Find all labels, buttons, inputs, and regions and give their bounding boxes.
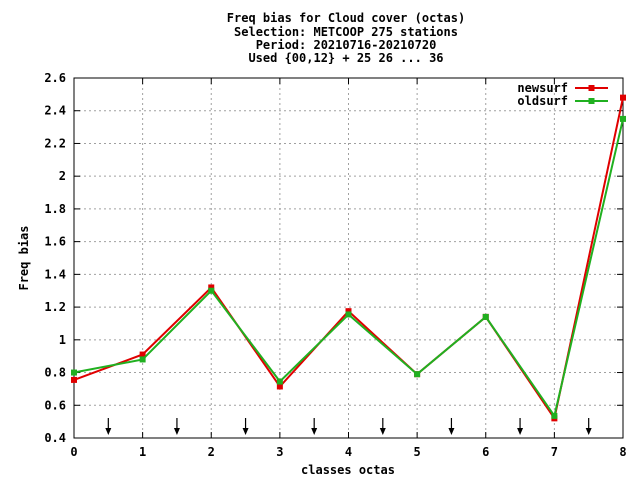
y-tick-label: 0.6 [44, 398, 66, 412]
y-axis-label: Freq bias [17, 225, 31, 290]
arrow-markers [105, 418, 592, 435]
x-tick-label: 4 [345, 445, 352, 459]
arrow-head [448, 428, 455, 435]
arrow-head [517, 428, 524, 435]
series-oldsurf [71, 115, 626, 419]
y-tick-label: 1 [59, 333, 66, 347]
arrow-head [242, 428, 249, 435]
legend-label: oldsurf [517, 94, 568, 108]
data-point-newsurf [620, 94, 626, 101]
data-point-oldsurf [71, 369, 77, 376]
title-line-4: Used {00,12} + 25 26 ... 36 [248, 51, 443, 65]
y-tick-label: 1.4 [44, 267, 66, 281]
arrow-marker [311, 418, 318, 435]
y-tick-label: 2.6 [44, 71, 66, 85]
legend-entry-newsurf: newsurf [517, 81, 608, 95]
y-tick-label: 0.8 [44, 366, 66, 380]
data-point-oldsurf [551, 412, 558, 419]
data-point-oldsurf [208, 287, 215, 294]
y-tick-label: 2.4 [44, 104, 66, 118]
arrow-marker [105, 418, 112, 435]
x-tick-label: 2 [208, 445, 215, 459]
legend-marker [588, 85, 595, 91]
legend-entry-oldsurf: oldsurf [517, 94, 608, 108]
arrow-marker [173, 418, 180, 435]
data-point-newsurf [139, 351, 146, 358]
grid [74, 78, 623, 438]
arrow-head [311, 428, 318, 435]
y-tick-label: 1.8 [44, 202, 66, 216]
legend-label: newsurf [517, 81, 568, 95]
series [71, 94, 626, 422]
y-tick-label: 2.2 [44, 136, 66, 150]
arrow-marker [448, 418, 455, 435]
x-tick-label: 0 [70, 445, 77, 459]
arrow-marker [585, 418, 592, 435]
title-line-2: Selection: METCOOP 275 stations [234, 25, 458, 39]
data-point-newsurf [345, 308, 352, 315]
y-tick-label: 2 [59, 169, 66, 183]
x-tick-label: 8 [619, 445, 626, 459]
data-point-newsurf [276, 383, 283, 390]
legend-marker [588, 98, 595, 104]
data-point-oldsurf [620, 115, 626, 122]
title-line-1: Freq bias for Cloud cover (octas) [227, 11, 465, 25]
arrow-marker [242, 418, 249, 435]
x-tick-label: 6 [482, 445, 489, 459]
x-tick-label: 7 [551, 445, 558, 459]
data-point-oldsurf [139, 356, 146, 363]
x-tick-label: 3 [276, 445, 283, 459]
arrow-head [105, 428, 112, 435]
y-tick-label: 1.2 [44, 300, 66, 314]
arrow-marker [517, 418, 524, 435]
data-point-newsurf [208, 284, 215, 291]
chart-title: Freq bias for Cloud cover (octas) Select… [227, 11, 465, 65]
data-point-oldsurf [482, 313, 489, 320]
arrow-head [173, 428, 180, 435]
data-point-oldsurf [414, 371, 421, 378]
x-axis-label: classes octas [301, 463, 395, 477]
data-point-newsurf [71, 376, 77, 383]
x-tick-label: 5 [414, 445, 421, 459]
y-tick-label: 0.4 [44, 431, 66, 445]
y-tick-label: 1.6 [44, 235, 66, 249]
x-tick-label: 1 [139, 445, 146, 459]
title-line-3: Period: 20210716-20210720 [256, 38, 437, 52]
data-point-oldsurf [345, 311, 352, 318]
arrow-head [379, 428, 386, 435]
arrow-head [585, 428, 592, 435]
axis-ticks: 0.4 0.6 0.8 1 1.2 1.4 1.6 1.8 2 2.2 2.4 2.6 0 1 2 3 4 5 6 7… [44, 71, 626, 459]
data-point-oldsurf [276, 378, 283, 385]
arrow-marker [379, 418, 386, 435]
